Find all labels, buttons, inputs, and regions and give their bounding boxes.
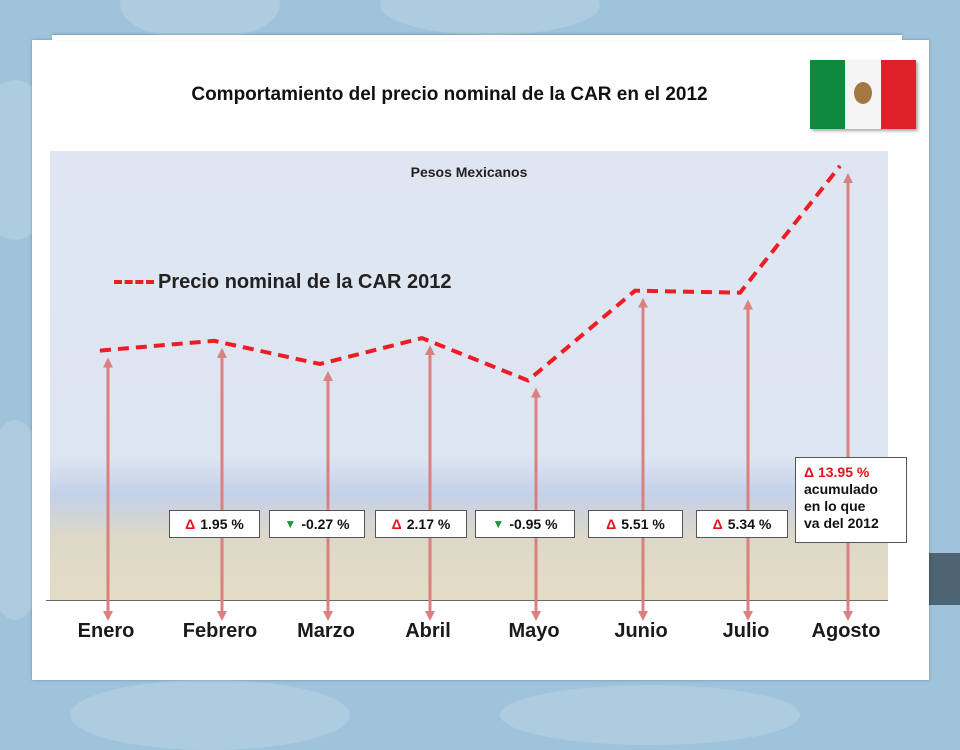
data-point (99, 350, 101, 352)
change-label: Δ 5.34 % (696, 510, 788, 538)
change-value: 5.51 % (621, 516, 665, 532)
slide-title: Comportamiento del precio nominal de la … (191, 84, 708, 105)
delta-up-icon: Δ (712, 516, 723, 532)
slide-top-edge (52, 35, 902, 40)
legend-swatch (114, 280, 154, 284)
data-point (319, 363, 321, 365)
change-value: 2.17 % (406, 516, 451, 532)
data-point (527, 380, 529, 381)
mexico-flag-icon (810, 60, 916, 129)
data-point (739, 292, 741, 294)
background-shape (380, 0, 600, 35)
change-value: 5.34 % (727, 516, 772, 532)
data-point (421, 337, 423, 339)
slide: Comportamiento del precio nominal de la … (32, 35, 929, 680)
x-tick-label: Junio (614, 620, 668, 642)
data-point (634, 290, 636, 292)
x-tick-label: Julio (722, 620, 770, 642)
cumulative-line: va del 2012 (804, 515, 879, 531)
x-tick-label: Marzo (297, 620, 355, 642)
cumulative-value: 13.95 % (817, 464, 870, 480)
background-shape (70, 680, 350, 750)
eagle-emblem-icon (854, 82, 872, 104)
legend-label: Precio nominal de la CAR 2012 (158, 270, 452, 293)
change-value: -0.27 % (301, 516, 350, 532)
x-tick-label: Enero (77, 620, 135, 642)
x-tick-label: Mayo (508, 620, 560, 642)
chart-subtitle: Pesos Mexicanos (410, 164, 528, 180)
delta-up-icon: Δ (185, 516, 196, 532)
delta-up-icon: Δ (606, 516, 617, 532)
x-tick-label: Agosto (811, 620, 881, 642)
triangle-down-icon: ▼ (284, 517, 297, 531)
change-label: Δ 1.95 % (169, 510, 260, 538)
cumulative-line: en lo que (804, 498, 866, 514)
cumulative-line: acumulado (804, 481, 878, 497)
x-axis-line (46, 600, 888, 601)
cumulative-change-box: Δ 13.95 % acumulado en lo que va del 201… (795, 457, 907, 543)
change-label: Δ 2.17 % (375, 510, 467, 538)
change-value: -0.95 % (509, 516, 558, 532)
x-tick-label: Febrero (182, 620, 258, 642)
change-value: 1.95 % (200, 516, 244, 532)
series-line (99, 164, 842, 383)
change-label: ▼ -0.27 % (269, 510, 365, 538)
change-label: Δ 5.51 % (588, 510, 683, 538)
chart-legend: Precio nominal de la CAR 2012 (114, 268, 451, 296)
line-chart (99, 164, 853, 621)
data-point (213, 340, 215, 342)
background-shape (500, 685, 800, 745)
x-tick-label: Abril (405, 620, 451, 642)
triangle-down-icon: ▼ (492, 517, 505, 531)
cumulative-symbol: Δ (804, 464, 815, 480)
delta-up-icon: Δ (391, 516, 402, 532)
change-label: ▼ -0.95 % (475, 510, 575, 538)
background-shape (120, 0, 280, 40)
slide-side-tab (929, 553, 960, 605)
data-point (839, 165, 841, 167)
